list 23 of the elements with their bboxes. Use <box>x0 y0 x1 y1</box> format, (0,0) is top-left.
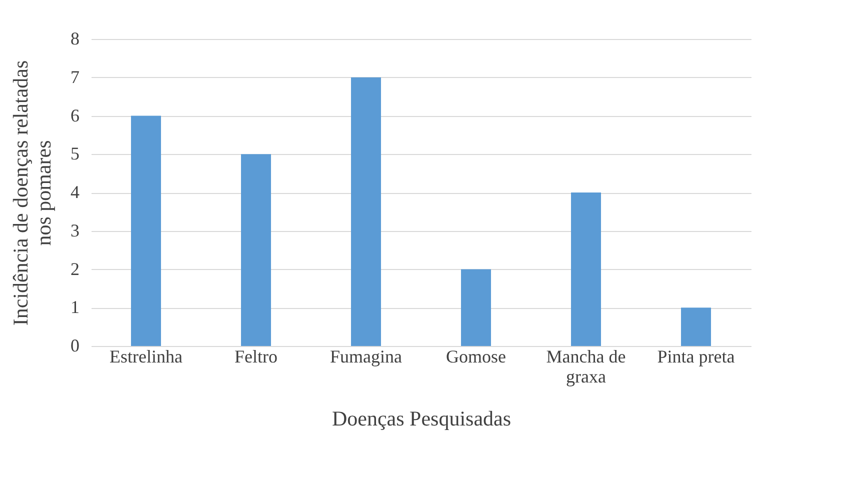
x-tick-label: Fumagina <box>330 346 402 366</box>
y-tick-label: 3 <box>70 220 80 240</box>
x-axis-title: Doenças Pesquisadas <box>332 406 512 430</box>
y-tick-label: 8 <box>70 28 80 48</box>
bar <box>461 269 491 346</box>
y-tick-label: 5 <box>70 144 80 164</box>
x-tick-label: Gomose <box>446 346 506 366</box>
bar <box>681 308 711 346</box>
x-tick-label: Pinta preta <box>657 346 735 366</box>
y-tick-label: 1 <box>70 297 80 318</box>
y-tick-label: 7 <box>70 66 80 87</box>
x-tick-label: Feltro <box>234 346 278 366</box>
y-axis-title: Incidência de doenças relatadas nos pomares <box>8 60 56 326</box>
bar <box>241 154 271 346</box>
y-tick-label: 2 <box>70 258 80 279</box>
bar <box>571 192 601 346</box>
y-tick-label: 0 <box>70 336 80 356</box>
bar <box>131 116 161 346</box>
y-tick-label: 6 <box>70 105 80 126</box>
x-tick-label: Estrelinha <box>110 346 182 366</box>
x-tick-label: Mancha de graxa <box>546 346 626 386</box>
bar <box>351 77 381 346</box>
y-tick-label: 4 <box>70 182 80 202</box>
